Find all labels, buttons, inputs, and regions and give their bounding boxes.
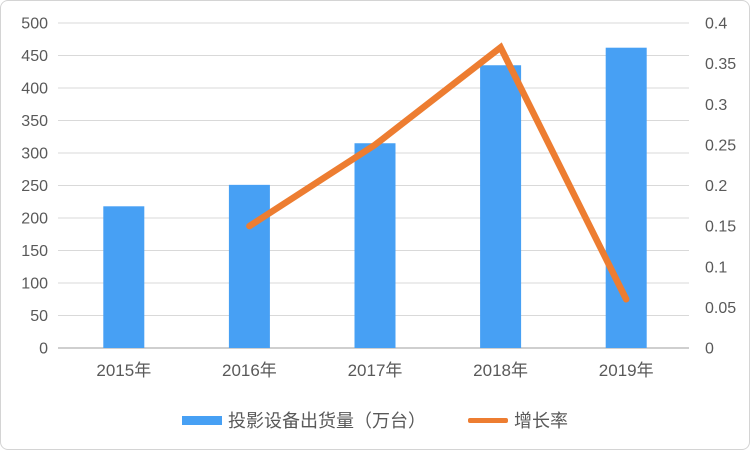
right-axis-tick: 0.4 [705,16,727,33]
legend-item-shipments: 投影设备出货量（万台） [182,407,426,433]
chart-legend: 投影设备出货量（万台） 增长率 [1,407,749,433]
x-axis-label: 2018年 [473,361,528,380]
left-axis-tick: 0 [39,341,48,358]
bar-2017年 [354,143,396,348]
legend-bar-swatch [182,415,222,425]
right-axis-tick: 0 [705,341,714,358]
left-axis-tick: 50 [30,308,48,325]
legend-label-shipments: 投影设备出货量（万台） [228,411,426,431]
x-axis-label: 2016年 [222,361,277,380]
bar-2016年 [228,184,270,348]
left-axis-tick: 250 [21,178,48,195]
left-axis-tick: 300 [21,146,48,163]
legend-label-growth: 增长率 [514,411,568,431]
right-axis-tick: 0.1 [705,259,727,276]
left-axis-tick: 350 [21,113,48,130]
right-axis-tick: 0.05 [705,300,736,317]
left-axis-tick: 100 [21,276,48,293]
right-axis-tick: 0.2 [705,178,727,195]
right-axis-tick: 0.25 [705,137,736,154]
right-axis-tick: 0.35 [705,56,736,73]
left-axis-tick: 200 [21,211,48,228]
legend-item-growth: 增长率 [468,407,568,433]
right-axis-tick: 0.15 [705,219,736,236]
x-axis-label: 2017年 [348,361,403,380]
left-axis-tick: 400 [21,81,48,98]
bar-2015年 [103,206,145,348]
right-axis-tick: 0.3 [705,97,727,114]
bar-2018年 [480,65,522,348]
growth-rate-line [246,42,630,303]
bar-2019年 [605,47,647,348]
legend-line-swatch [468,417,508,423]
x-axis-label: 2015年 [96,361,151,380]
left-axis-tick: 450 [21,48,48,65]
x-axis-label: 2019年 [599,361,654,380]
left-axis-tick: 150 [21,243,48,260]
left-axis-tick: 500 [21,16,48,33]
